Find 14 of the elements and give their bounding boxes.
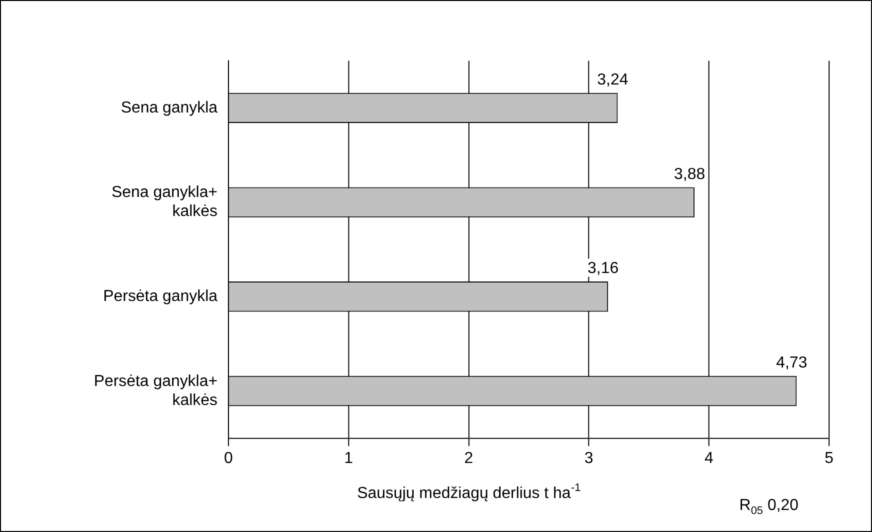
- data-label: 3,88: [674, 166, 706, 183]
- x-tick-label: 4: [704, 450, 714, 468]
- x-tick-label: 0: [224, 450, 234, 468]
- data-label: 3,24: [597, 71, 628, 88]
- y-tick-label: Persėta ganykla: [103, 288, 218, 306]
- x-tick-label: 1: [344, 450, 354, 468]
- x-tick-label: 2: [464, 450, 474, 468]
- x-tick-label: 3: [584, 450, 594, 468]
- data-label: 4,73: [776, 354, 808, 372]
- y-tick-label: Sena ganykla+ kalkės: [112, 184, 218, 220]
- data-label: 3,16: [588, 260, 619, 278]
- y-tick-label: Persėta ganykla+ kalkės: [94, 372, 218, 409]
- x-tick-label: 5: [824, 450, 834, 468]
- y-tick-label: Sena ganykla: [120, 99, 218, 116]
